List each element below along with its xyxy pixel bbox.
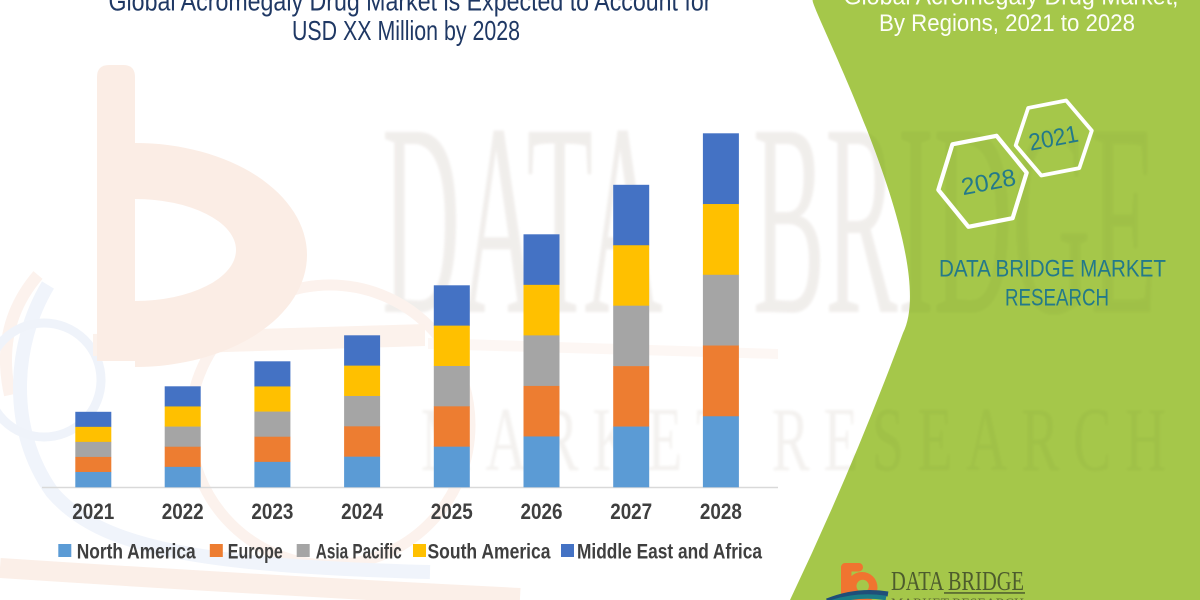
svg-text:South America: South America	[428, 540, 552, 564]
svg-text:RESEARCH: RESEARCH	[1005, 284, 1109, 311]
svg-text:Europe: Europe	[228, 540, 283, 564]
svg-text:2026: 2026	[521, 499, 563, 524]
svg-text:Global Acromegaly Drug Market,: Global Acromegaly Drug Market,	[844, 0, 1179, 11]
svg-text:2025: 2025	[431, 499, 473, 524]
svg-text:Middle East and Africa: Middle East and Africa	[577, 540, 763, 564]
svg-text:MARKET RESEARCH: MARKET RESEARCH	[891, 596, 1024, 600]
svg-text:2028: 2028	[700, 499, 742, 524]
svg-text:Asia Pacific: Asia Pacific	[316, 540, 402, 564]
svg-text:Global Acromegaly Drug Market: Global Acromegaly Drug Market is Expecte…	[109, 0, 712, 16]
svg-text:USD XX Million by 2028: USD XX Million by 2028	[292, 15, 520, 46]
svg-text:North America: North America	[77, 540, 197, 564]
svg-text:By Regions, 2021 to 2028: By Regions, 2021 to 2028	[879, 10, 1135, 37]
svg-text:DATA BRIDGE MARKET: DATA BRIDGE MARKET	[939, 255, 1166, 282]
svg-text:2027: 2027	[610, 499, 652, 524]
svg-text:2022: 2022	[162, 499, 204, 524]
svg-text:2021: 2021	[72, 499, 114, 524]
svg-text:DATA BRIDGE: DATA BRIDGE	[891, 566, 1024, 596]
svg-text:2024: 2024	[341, 499, 383, 524]
svg-text:2023: 2023	[251, 499, 293, 524]
